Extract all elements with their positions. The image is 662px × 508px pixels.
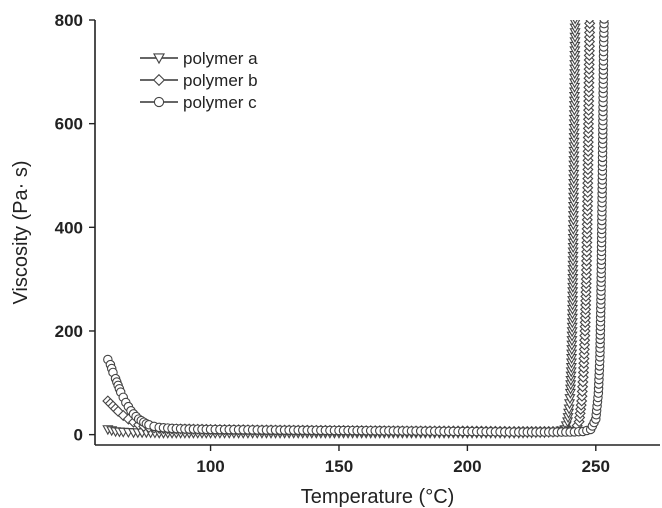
legend-label-polymer-a: polymer a bbox=[183, 49, 258, 68]
x-tick-label: 200 bbox=[453, 457, 481, 476]
y-axis-title: Viscosity (Pa· s) bbox=[10, 160, 32, 304]
legend-item-polymer-c: polymer c bbox=[140, 93, 257, 112]
series-polymer-b bbox=[102, 5, 596, 438]
legend: polymer a polymer b polymer c bbox=[140, 49, 258, 112]
legend-marker-polymer-b bbox=[152, 73, 166, 87]
data-point-polymer-a bbox=[571, 10, 580, 18]
x-tick-label: 150 bbox=[325, 457, 353, 476]
plot-area bbox=[102, 5, 609, 439]
series-line-polymer-b bbox=[107, 20, 591, 433]
data-point-polymer-b bbox=[585, 9, 595, 19]
legend-marker-polymer-a bbox=[153, 53, 165, 65]
series-polymer-a bbox=[102, 6, 581, 439]
data-point-polymer-a bbox=[571, 6, 580, 14]
x-tick-label: 250 bbox=[582, 457, 610, 476]
legend-item-polymer-a: polymer a bbox=[140, 49, 258, 68]
data-point-polymer-c bbox=[600, 10, 608, 18]
legend-item-polymer-b: polymer b bbox=[140, 71, 258, 90]
x-tick-label: 100 bbox=[196, 457, 224, 476]
y-tick-label: 800 bbox=[55, 11, 83, 30]
y-tick-label: 600 bbox=[55, 115, 83, 134]
data-point-polymer-c bbox=[599, 20, 609, 24]
data-point-polymer-c bbox=[600, 5, 608, 13]
y-tick-label: 400 bbox=[55, 218, 83, 237]
y-tick-label: 200 bbox=[55, 322, 83, 341]
legend-label-polymer-c: polymer c bbox=[183, 93, 257, 112]
x-axis-title: Temperature (°C) bbox=[301, 486, 455, 508]
axes: 100 150 200 250 0 200 400 600 800 bbox=[55, 11, 660, 476]
legend-marker-polymer-c bbox=[153, 96, 165, 108]
data-point-polymer-b bbox=[585, 5, 595, 15]
series-line-polymer-a bbox=[107, 20, 576, 434]
legend-label-polymer-b: polymer b bbox=[183, 71, 258, 90]
data-point-polymer-a bbox=[572, 20, 578, 25]
series-polymer-c bbox=[103, 5, 609, 437]
data-point-polymer-b bbox=[585, 20, 595, 25]
y-tick-label: 0 bbox=[74, 426, 83, 445]
